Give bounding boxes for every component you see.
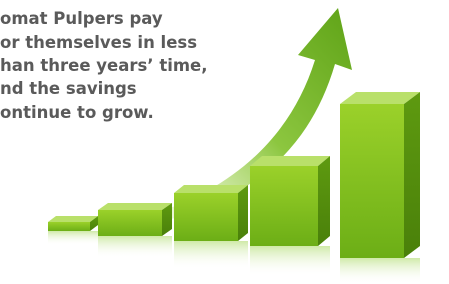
caption-line: or themselves in less: [0, 33, 197, 52]
caption-line: nd the savings: [0, 79, 137, 98]
caption-line: ontinue to grow.: [0, 103, 154, 122]
caption-line: omat Pulpers pay: [0, 9, 163, 28]
illustration: omat Pulpers pay or themselves in less h…: [0, 0, 449, 284]
caption: omat Pulpers pay or themselves in less h…: [0, 9, 208, 122]
caption-line: han three years’ time,: [0, 56, 208, 75]
